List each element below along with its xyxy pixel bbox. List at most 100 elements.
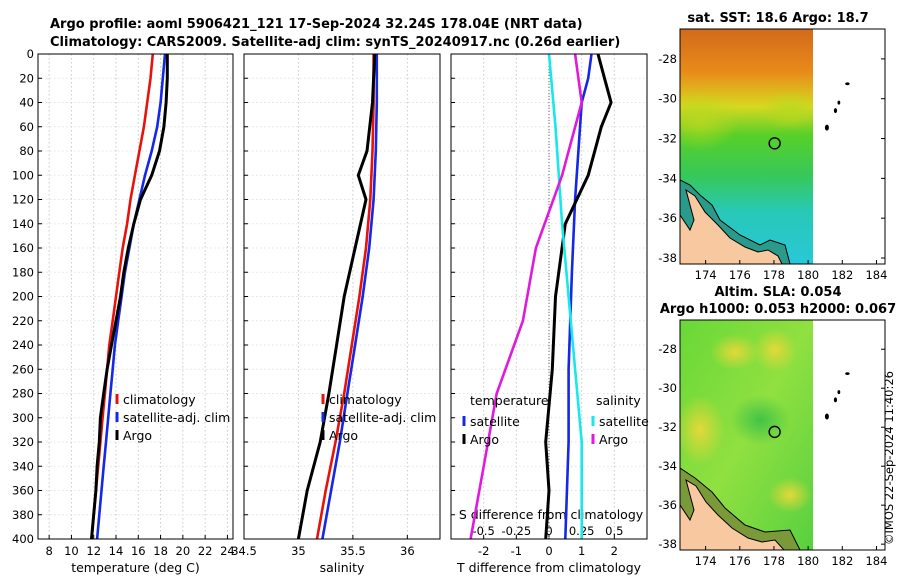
legend-label: satellite-adj. clim xyxy=(123,410,230,425)
map-border xyxy=(679,319,886,551)
difference-profile-panel: -2 -1 0 1 2-0.5 -0.25 0 0.25 0.5S difference fro… xyxy=(450,53,649,575)
map-y-tick-label: -38 xyxy=(658,537,677,551)
argo-position-marker xyxy=(768,425,781,439)
series-line-climatology xyxy=(315,54,375,540)
imos-credit: ©IMOS 22-Sep-2024 11:40:26 xyxy=(882,371,896,545)
depth-tick-label: 20 xyxy=(19,71,34,85)
argo-position-marker xyxy=(768,137,781,150)
depth-tick-label: 100 xyxy=(12,168,34,182)
island xyxy=(845,372,850,376)
map-y-tick-label: -28 xyxy=(658,52,677,66)
island xyxy=(845,82,850,86)
depth-tick-label: 40 xyxy=(19,96,34,110)
depth-tick-label: 320 xyxy=(12,435,34,449)
depth-tick-label: 220 xyxy=(12,314,34,328)
depth-tick-label: 180 xyxy=(12,265,34,279)
map-y-tick-label: -32 xyxy=(658,132,677,146)
x-tick-label: 18 xyxy=(153,544,168,558)
x2-tick-label: 0 xyxy=(545,524,552,538)
depth-tick-label: 160 xyxy=(12,241,34,255)
legend-group-title: temperature xyxy=(470,393,549,408)
map-y-tick-label: -28 xyxy=(658,342,677,356)
series-line-temperature-argo xyxy=(544,53,613,540)
sla-map-title: Altim. SLA: 0.054 xyxy=(715,285,842,300)
depth-tick-label: 0 xyxy=(27,47,34,61)
map-y-tick-label: -38 xyxy=(658,251,677,265)
sst-map-title: sat. SST: 18.6 Argo: 18.7 xyxy=(687,11,868,26)
x-tick-label: 14 xyxy=(109,544,124,558)
island xyxy=(837,390,841,395)
map-x-tick-label: 174 xyxy=(695,268,717,282)
legend-label: satellite xyxy=(599,414,649,429)
land-shape xyxy=(680,188,783,264)
series-line-argo xyxy=(296,53,377,540)
map-x-tick-label: 178 xyxy=(763,268,785,282)
map-x-tick-label: 184 xyxy=(865,268,887,282)
series-line-argo xyxy=(90,54,169,540)
sla-map xyxy=(680,320,813,550)
series-line-satellite-adj-clim xyxy=(321,54,379,540)
island xyxy=(837,100,841,105)
legend-group-title: salinity xyxy=(596,393,641,408)
legend-label: Argo xyxy=(329,428,358,443)
series-line-salinity-satellite xyxy=(547,53,583,539)
x2-tick-label: 0.5 xyxy=(605,524,623,538)
depth-tick-label: 300 xyxy=(12,411,34,425)
legend-label: climatology xyxy=(329,392,402,407)
depth-tick-label: 260 xyxy=(12,362,34,376)
salinity-profile-panel: 34.5 35 35.5 36 salinity climatology satellite… xyxy=(231,53,441,575)
map-y-tick-label: -36 xyxy=(658,498,677,512)
depth-tick-label: 380 xyxy=(12,508,34,522)
axes-frame xyxy=(243,53,441,540)
map-x-tick-label: 180 xyxy=(797,268,819,282)
x-tick-label: 35.5 xyxy=(340,544,366,558)
legend-label: climatology xyxy=(123,392,196,407)
x2-tick-label: -0.25 xyxy=(501,524,531,538)
x-tick-label: 22 xyxy=(198,544,213,558)
axes-frame xyxy=(450,53,648,540)
map-y-tick-label: -34 xyxy=(658,171,677,185)
map-x-tick-label: 182 xyxy=(831,268,853,282)
map-x-tick-label: 176 xyxy=(729,554,751,568)
map-x-tick-label: 178 xyxy=(763,554,785,568)
map-y-tick-label: -30 xyxy=(658,92,677,106)
sla-map-frame: 174 176 178 180 182 184 -28 -30 -32 -34 -36 -38 xyxy=(658,319,887,568)
series-line-temperature-satellite xyxy=(564,53,593,540)
depth-tick-label: 60 xyxy=(19,120,34,134)
map-y-tick-label: -30 xyxy=(658,381,677,395)
x-tick-label: 35 xyxy=(291,544,306,558)
x-tick-label: 1 xyxy=(578,544,585,558)
map-x-tick-label: 176 xyxy=(729,268,751,282)
x2-axis-label: S difference from climatology xyxy=(459,507,644,522)
x-axis-label: T difference from climatology xyxy=(456,560,642,575)
map-x-tick-label: 182 xyxy=(831,554,853,568)
x-tick-label: 24 xyxy=(220,544,235,558)
x-tick-label: 12 xyxy=(86,544,101,558)
island xyxy=(833,397,838,403)
legend-label: Argo xyxy=(123,428,152,443)
depth-tick-label: 360 xyxy=(12,484,34,498)
temperature-profile-panel: 8 10 12 14 16 18 20 22 2402040608010012014016018… xyxy=(12,47,235,575)
x-tick-label: 2 xyxy=(611,544,618,558)
map-x-tick-label: 174 xyxy=(695,554,717,568)
series-line-salinity-argo xyxy=(469,53,583,540)
figure-title-line2: Climatology: CARS2009. Satellite-adj cli… xyxy=(50,35,620,50)
x-tick-label: 16 xyxy=(131,544,146,558)
depth-tick-label: 280 xyxy=(12,387,34,401)
map-y-tick-label: -34 xyxy=(658,459,677,473)
x-axis-label: salinity xyxy=(320,560,365,575)
map-x-tick-label: 184 xyxy=(865,554,887,568)
x-tick-label: 34.5 xyxy=(231,544,257,558)
depth-tick-label: 200 xyxy=(12,290,34,304)
sst-map-frame: 174 176 178 180 182 184 -28 -30 -32 -34 -36 -38 xyxy=(658,28,887,282)
sla-map-subtitle: Argo h1000: 0.053 h2000: 0.067 xyxy=(660,302,896,317)
legend-label: Argo xyxy=(470,432,499,447)
x2-tick-label: -0.5 xyxy=(472,524,494,538)
depth-tick-label: 80 xyxy=(19,144,34,158)
x-tick-label: -1 xyxy=(511,544,522,558)
map-x-tick-label: 180 xyxy=(797,554,819,568)
legend-label: satellite xyxy=(470,414,520,429)
x-tick-label: -2 xyxy=(478,544,489,558)
x-tick-label: 8 xyxy=(45,544,52,558)
